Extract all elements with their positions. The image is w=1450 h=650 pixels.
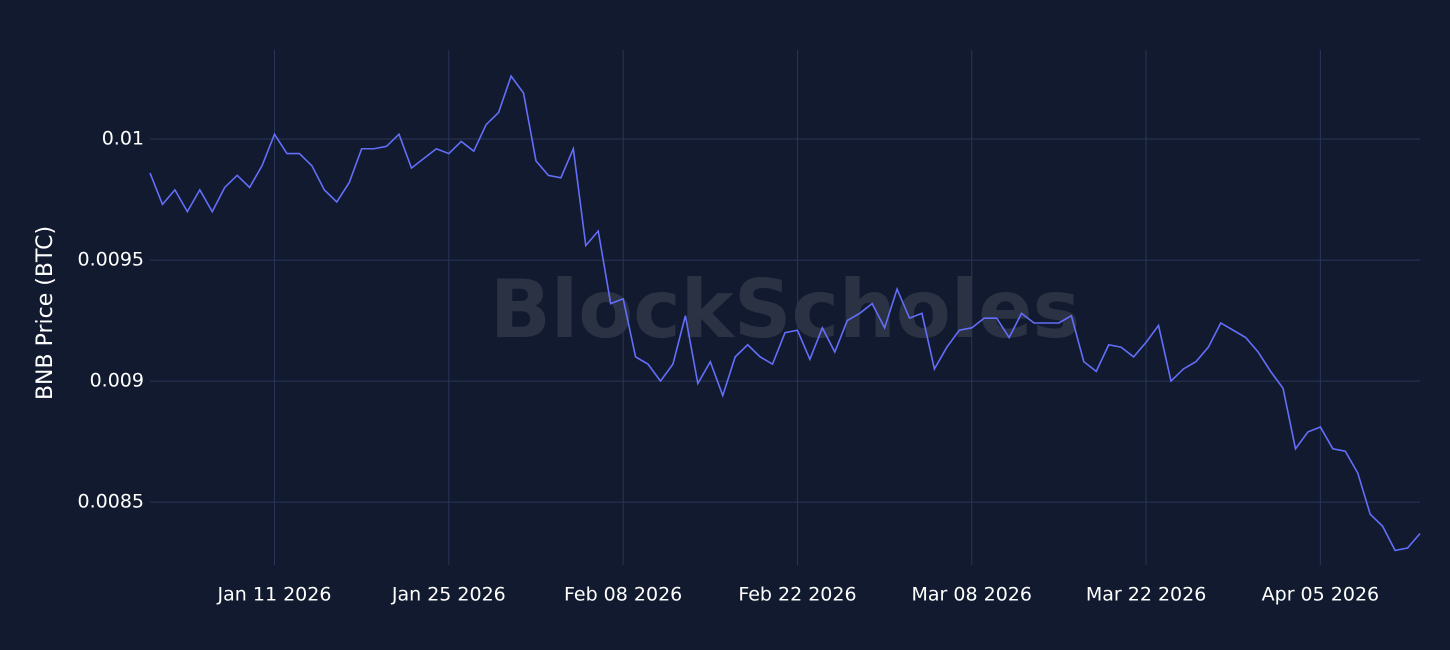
x-tick-label: Feb 22 2026: [738, 584, 856, 606]
x-tick-label: Mar 22 2026: [1086, 584, 1206, 606]
y-axis-label: BNB Price (BTC): [33, 226, 58, 400]
y-tick-label: 0.009: [90, 370, 144, 392]
y-tick-label: 0.01: [102, 128, 144, 150]
y-tick-label: 0.0095: [78, 249, 144, 271]
x-tick-label: Feb 08 2026: [564, 584, 682, 606]
x-tick-label: Jan 11 2026: [217, 584, 332, 606]
x-tick-label: Jan 25 2026: [391, 584, 506, 606]
y-tick-label: 0.0085: [78, 491, 144, 513]
x-tick-label: Mar 08 2026: [912, 584, 1032, 606]
watermark: BlockScholes: [490, 263, 1080, 356]
x-tick-label: Apr 05 2026: [1262, 584, 1379, 606]
line: [149, 74, 1421, 552]
